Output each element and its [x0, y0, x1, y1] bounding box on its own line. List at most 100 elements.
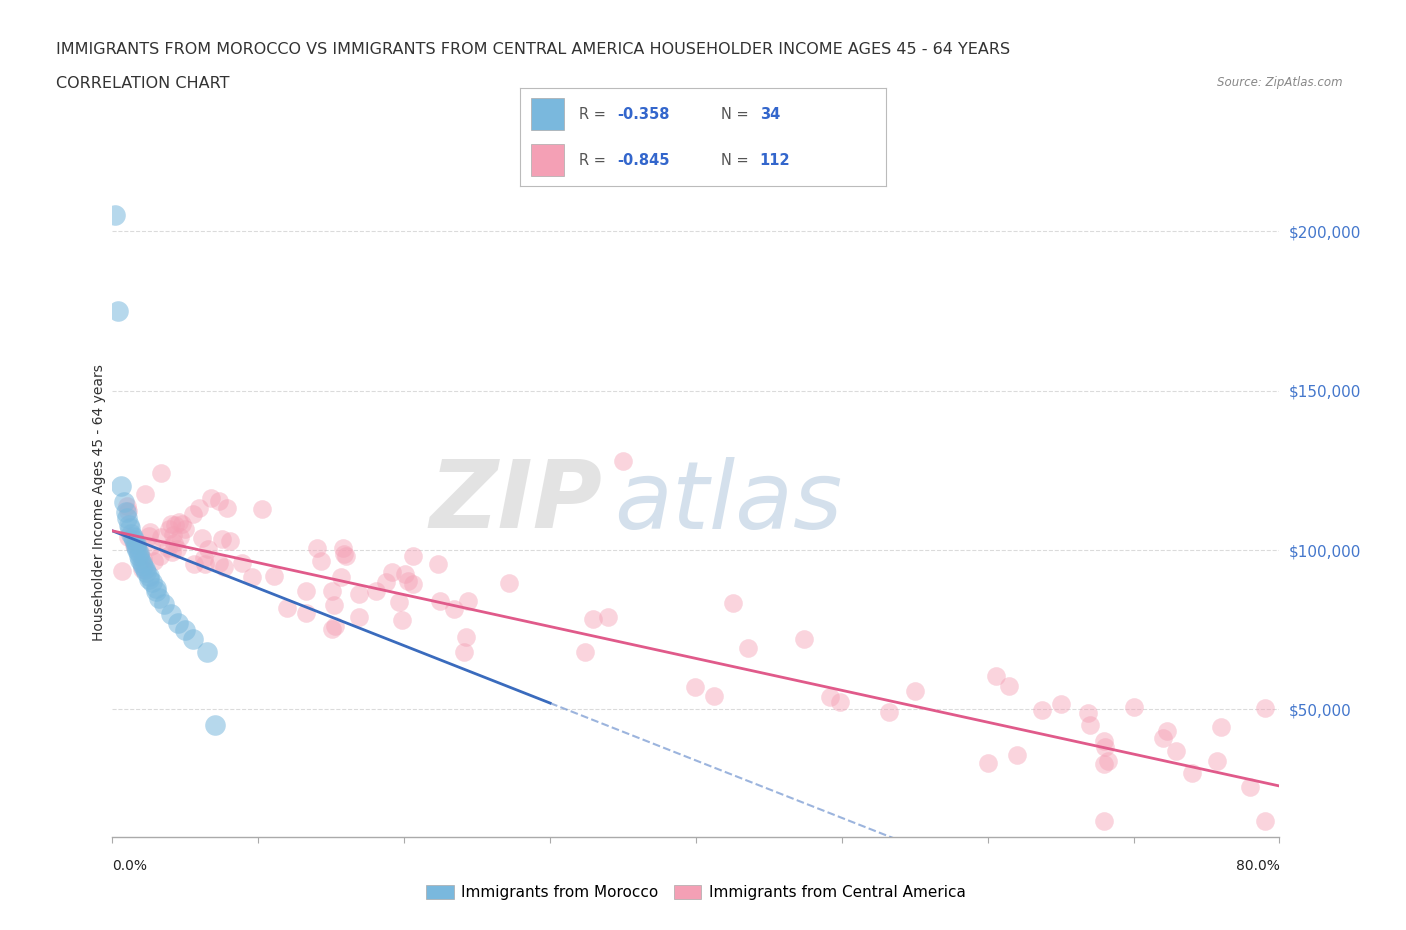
- Point: [1156, 724, 1178, 738]
- Point: [323, 619, 346, 634]
- Point: [149, 549, 172, 564]
- Point: [149, 529, 172, 544]
- Point: [127, 542, 149, 557]
- Point: [141, 538, 163, 553]
- Point: [193, 551, 215, 565]
- Point: [211, 532, 233, 547]
- Point: [394, 566, 416, 581]
- Point: [195, 644, 218, 659]
- Point: [150, 466, 173, 481]
- Point: [1097, 754, 1119, 769]
- Point: [143, 553, 166, 568]
- Point: [1122, 699, 1144, 714]
- Text: CORRELATION CHART: CORRELATION CHART: [56, 76, 229, 91]
- Text: -0.845: -0.845: [617, 153, 669, 167]
- Point: [117, 517, 139, 532]
- Point: [294, 584, 316, 599]
- Point: [157, 522, 180, 537]
- Point: [132, 559, 155, 574]
- Text: 112: 112: [759, 153, 790, 167]
- Point: [721, 596, 744, 611]
- Point: [160, 606, 183, 621]
- Point: [160, 545, 183, 560]
- Point: [125, 539, 148, 554]
- Bar: [531, 99, 564, 130]
- Point: [456, 630, 478, 644]
- Point: [231, 555, 253, 570]
- Point: [181, 631, 204, 646]
- Point: [145, 581, 167, 596]
- Point: [375, 575, 398, 590]
- Point: [1077, 706, 1099, 721]
- Point: [128, 546, 150, 561]
- Point: [582, 611, 605, 626]
- Text: atlas: atlas: [614, 457, 842, 548]
- Point: [156, 540, 179, 555]
- Point: [1254, 814, 1277, 829]
- Point: [152, 597, 174, 612]
- Point: [114, 504, 136, 519]
- Point: [309, 553, 332, 568]
- Point: [138, 528, 160, 543]
- Point: [402, 577, 425, 591]
- Point: [181, 507, 204, 522]
- Point: [1005, 748, 1028, 763]
- Point: [194, 556, 217, 571]
- Point: [166, 542, 188, 557]
- Point: [115, 511, 138, 525]
- Point: [124, 533, 146, 548]
- Legend: Immigrants from Morocco, Immigrants from Central America: Immigrants from Morocco, Immigrants from…: [420, 879, 972, 907]
- Text: 34: 34: [759, 107, 780, 122]
- Text: N =: N =: [721, 107, 754, 122]
- Point: [117, 529, 139, 544]
- Point: [818, 689, 841, 704]
- Bar: [531, 144, 564, 177]
- Point: [1094, 757, 1116, 772]
- Point: [683, 679, 706, 694]
- Point: [162, 527, 184, 542]
- Text: N =: N =: [721, 153, 754, 167]
- Point: [321, 622, 343, 637]
- Point: [984, 669, 1007, 684]
- Point: [134, 486, 156, 501]
- Point: [381, 565, 404, 579]
- Point: [132, 551, 155, 566]
- Point: [426, 556, 449, 571]
- Point: [1152, 731, 1174, 746]
- Point: [204, 718, 226, 733]
- Point: [453, 644, 475, 659]
- Point: [1209, 720, 1232, 735]
- Point: [117, 504, 139, 519]
- Text: Source: ZipAtlas.com: Source: ZipAtlas.com: [1218, 76, 1343, 89]
- Point: [183, 556, 205, 571]
- Point: [793, 632, 815, 647]
- Point: [596, 609, 619, 624]
- Point: [1031, 702, 1053, 717]
- Point: [160, 516, 183, 531]
- Point: [387, 594, 409, 609]
- Point: [167, 616, 190, 631]
- Point: [457, 593, 479, 608]
- Point: [129, 552, 152, 567]
- Point: [332, 540, 354, 555]
- Text: IMMIGRANTS FROM MOROCCO VS IMMIGRANTS FROM CENTRAL AMERICA HOUSEHOLDER INCOME AG: IMMIGRANTS FROM MOROCCO VS IMMIGRANTS FR…: [56, 42, 1011, 57]
- Point: [197, 541, 219, 556]
- Point: [347, 587, 370, 602]
- Point: [1164, 744, 1187, 759]
- Point: [169, 530, 191, 545]
- Point: [208, 556, 231, 571]
- Point: [141, 575, 163, 590]
- Point: [138, 568, 160, 583]
- Point: [120, 526, 142, 541]
- Point: [391, 613, 413, 628]
- Point: [1094, 740, 1116, 755]
- Text: 80.0%: 80.0%: [1236, 858, 1279, 872]
- Point: [402, 548, 425, 563]
- Point: [124, 538, 146, 552]
- Point: [174, 622, 197, 637]
- Point: [104, 207, 127, 222]
- Point: [335, 549, 357, 564]
- Point: [218, 534, 240, 549]
- Text: 0.0%: 0.0%: [112, 858, 148, 872]
- Point: [167, 515, 190, 530]
